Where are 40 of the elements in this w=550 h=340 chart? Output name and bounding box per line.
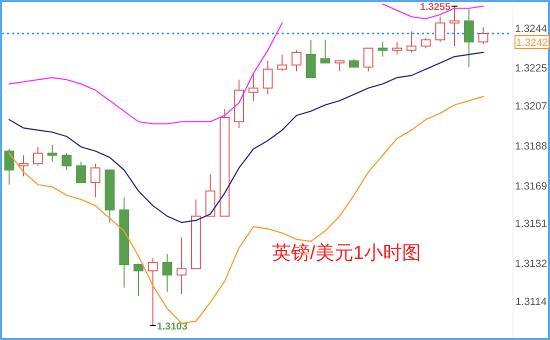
y-tick-label: 1.3244	[514, 22, 548, 35]
candlestick	[306, 39, 316, 78]
candlestick	[32, 146, 43, 166]
candlestick	[292, 50, 302, 72]
ref-line-label: 1.3242	[516, 37, 548, 49]
annotation: 1.3103	[156, 321, 188, 332]
text: 英镑/美元1小时图	[272, 242, 421, 264]
y-tick-label: 1.3207	[514, 100, 548, 112]
y-tick-label: 1.3169	[514, 180, 548, 192]
candlestick	[334, 60, 345, 72]
candlestick	[248, 72, 258, 102]
candlestick	[90, 163, 100, 198]
candlestick	[176, 236, 187, 294]
candlestick	[148, 258, 158, 326]
candlestick	[420, 37, 431, 49]
candlestick	[378, 41, 388, 58]
candlestick	[162, 254, 172, 292]
y-tick-label: 1.3114	[515, 296, 547, 308]
candlestick	[320, 39, 330, 64]
candlestick	[277, 54, 288, 72]
candlestick	[363, 48, 374, 72]
candlestick	[134, 264, 144, 296]
candlestick	[62, 152, 72, 170]
candlestick	[262, 60, 273, 95]
y-tick-label: 1.3188	[514, 140, 548, 152]
candlestick	[406, 30, 416, 53]
candlestick	[450, 6, 460, 47]
candlestick	[47, 144, 58, 162]
candlestick	[478, 26, 488, 44]
y-tick-label: 1.3225	[514, 62, 548, 75]
candlestick	[76, 161, 86, 184]
candlestick	[18, 154, 29, 177]
candlestick	[464, 8, 474, 68]
candlestick	[4, 148, 14, 186]
annotation: 1.3255	[420, 2, 451, 14]
candlestick	[392, 41, 402, 55]
candlestick	[435, 16, 446, 42]
y-tick-label: 1.3132	[514, 258, 548, 270]
line-series	[8, 52, 484, 224]
y-tick-label: 1.3151	[514, 218, 548, 230]
